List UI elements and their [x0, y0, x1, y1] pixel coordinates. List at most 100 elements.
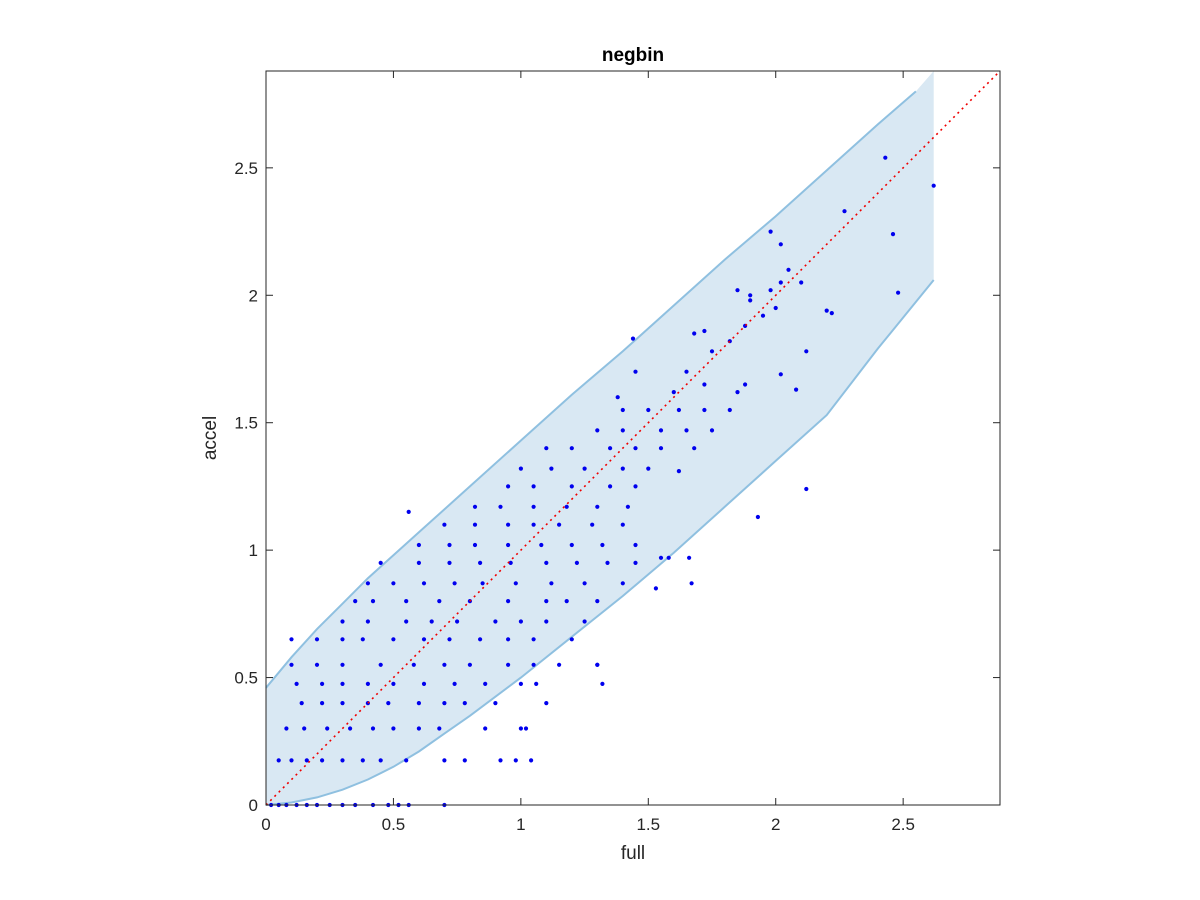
- data-point: [518, 619, 524, 624]
- data-point: [755, 514, 761, 520]
- data-point: [653, 586, 659, 591]
- data-point: [646, 466, 651, 471]
- x-axis-ticks: 0 0.5 1 1.5 2 2.5: [261, 71, 915, 834]
- data-point: [633, 560, 638, 566]
- data-point: [340, 619, 345, 624]
- data-point: [702, 328, 707, 334]
- data-point: [498, 758, 503, 763]
- data-point: [506, 662, 511, 667]
- data-point: [404, 599, 409, 604]
- data-point: [569, 542, 574, 548]
- data-point: [804, 486, 809, 492]
- data-point: [531, 637, 536, 642]
- data-point: [353, 599, 358, 604]
- x-tick-label: 0.5: [382, 815, 406, 834]
- data-point: [360, 758, 365, 763]
- data-point: [531, 484, 536, 489]
- data-point: [455, 619, 460, 624]
- data-point: [472, 542, 478, 548]
- band-upper-edge: [265, 90, 917, 689]
- plot-frame: [265, 70, 1001, 806]
- data-point: [633, 484, 638, 489]
- data-point: [702, 382, 707, 387]
- data-point: [506, 522, 511, 527]
- data-point: [416, 560, 421, 566]
- data-point: [743, 382, 748, 387]
- data-point: [406, 509, 411, 514]
- data-point: [378, 662, 383, 667]
- data-point: [513, 758, 518, 763]
- data-point: [804, 349, 809, 354]
- data-point: [442, 701, 447, 706]
- data-point: [692, 331, 697, 336]
- data-point: [608, 446, 613, 451]
- data-point: [890, 232, 896, 237]
- data-point: [582, 581, 587, 586]
- data-point: [590, 522, 595, 527]
- data-point: [633, 446, 638, 451]
- data-point: [735, 288, 740, 293]
- data-point: [778, 372, 783, 377]
- data-point: [447, 560, 452, 566]
- data-point: [437, 726, 442, 731]
- data-point: [564, 504, 569, 509]
- data-point: [462, 758, 467, 763]
- data-point: [794, 387, 799, 392]
- data-point: [493, 701, 498, 706]
- data-point: [411, 662, 416, 667]
- data-point: [531, 504, 536, 509]
- data-point: [442, 662, 447, 667]
- y-tick-label: 0: [249, 796, 258, 815]
- y-tick-label: 2: [249, 286, 258, 305]
- data-point: [799, 280, 804, 285]
- data-point: [539, 542, 544, 548]
- data-point: [340, 637, 345, 642]
- data-point: [778, 280, 783, 285]
- data-point: [692, 446, 697, 451]
- data-point: [483, 726, 488, 731]
- data-point: [429, 619, 434, 624]
- data-point: [735, 390, 740, 395]
- x-tick-label: 1: [516, 815, 525, 834]
- data-point: [472, 522, 478, 527]
- data-point: [340, 681, 345, 687]
- data-point: [518, 726, 524, 731]
- data-point: [658, 428, 664, 433]
- data-point: [404, 619, 409, 624]
- data-point: [549, 466, 554, 471]
- data-point: [320, 681, 325, 687]
- data-point: [320, 758, 325, 763]
- data-point: [557, 662, 562, 667]
- data-point: [544, 599, 549, 604]
- data-point: [620, 428, 625, 433]
- data-point: [370, 599, 376, 604]
- data-point: [702, 407, 707, 413]
- data-point: [615, 395, 620, 400]
- data-point: [416, 701, 421, 706]
- data-point: [480, 581, 485, 586]
- data-point: [340, 758, 345, 763]
- data-point: [595, 504, 600, 509]
- data-point: [314, 662, 320, 667]
- data-point: [421, 581, 427, 586]
- data-point: [768, 288, 773, 293]
- data-point: [360, 637, 365, 642]
- data-point: [582, 619, 587, 624]
- data-point: [320, 701, 325, 706]
- data-point: [666, 555, 671, 560]
- data-point: [760, 313, 766, 318]
- data-point: [447, 542, 452, 548]
- data-point: [605, 560, 610, 566]
- data-point: [786, 267, 791, 272]
- data-point: [299, 701, 304, 706]
- data-point: [671, 390, 676, 395]
- data-point: [289, 758, 294, 763]
- data-point: [633, 369, 638, 374]
- data-point: [676, 407, 682, 413]
- data-point: [365, 581, 370, 586]
- data-point: [365, 681, 370, 687]
- data-point: [620, 522, 625, 527]
- data-point: [340, 701, 345, 706]
- data-point: [529, 758, 534, 763]
